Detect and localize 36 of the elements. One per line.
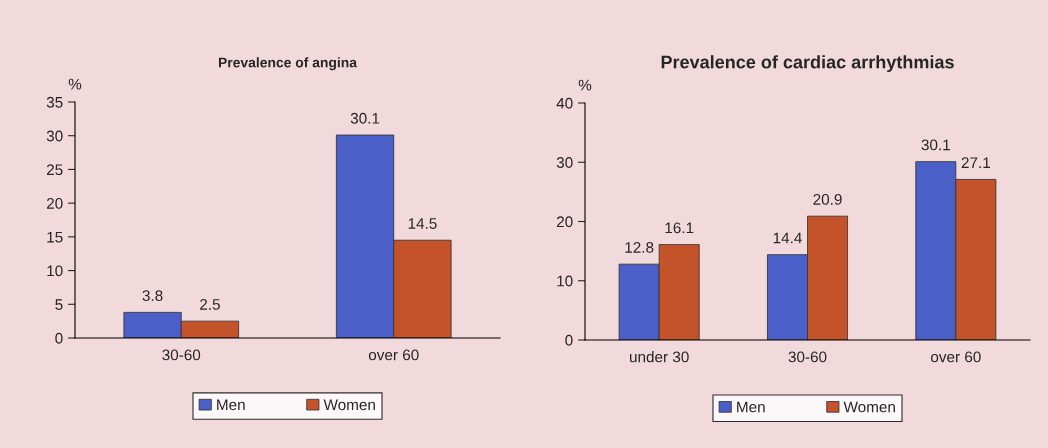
y-tick-label: 35 (46, 96, 63, 108)
x-tick-label: under 30 (630, 351, 689, 363)
y-tick-label: 40 (556, 97, 573, 109)
y-tick-label: 5 (55, 299, 63, 310)
y-tick-label: 30 (556, 157, 573, 168)
y-tick-label: 25 (46, 164, 63, 176)
y-tick-label: 20 (556, 216, 573, 228)
chart-title: Prevalence of cardiac arrhythmias (661, 55, 954, 73)
y-tick-label: 0 (565, 334, 573, 346)
data-label: 14.5 (408, 218, 437, 229)
data-label: 14.4 (773, 232, 802, 244)
data-label: 2.5 (200, 298, 220, 310)
y-tick-label: 10 (557, 275, 573, 287)
chart-title: Prevalence of angina (218, 57, 358, 71)
y-tick-label: 20 (46, 198, 63, 209)
data-label: 30.1 (350, 112, 380, 124)
x-tick-label: 30-60 (162, 349, 201, 361)
y-axis-title: % (68, 78, 82, 90)
x-tick-label: over 60 (931, 351, 981, 363)
y-axis-title: % (578, 79, 592, 91)
data-label: 12.8 (625, 241, 654, 253)
data-label: 30.1 (921, 139, 950, 151)
y-tick-label: 30 (46, 130, 63, 142)
data-label: 27.1 (961, 157, 990, 168)
y-tick-label: 15 (47, 231, 63, 243)
legend-label: Men (737, 401, 765, 413)
data-label: 3.8 (142, 290, 163, 302)
legend-label: Women (843, 401, 895, 413)
x-tick-label: 30-60 (788, 351, 827, 363)
data-label: 16.1 (665, 222, 694, 234)
y-tick-label: 0 (55, 332, 63, 344)
y-tick-label: 10 (47, 265, 63, 277)
legend-label: Women (323, 399, 375, 411)
data-label: 20.9 (813, 194, 842, 205)
legend-label: Men (217, 399, 245, 411)
x-tick-label: over 60 (368, 349, 419, 361)
